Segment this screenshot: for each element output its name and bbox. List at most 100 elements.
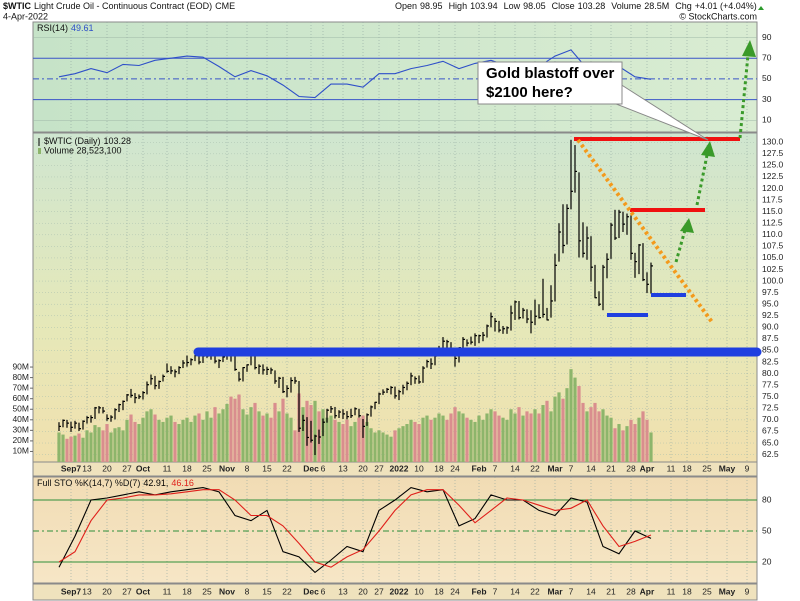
volume-bar [597, 411, 601, 462]
callout-text: Gold blastoff over [486, 65, 615, 82]
x-tick-label: Dec [303, 463, 319, 473]
volume-bar [485, 413, 489, 462]
x-tick-label: 8 [245, 463, 250, 473]
y-tick-label: 115.0 [762, 206, 783, 216]
arrow-head [701, 141, 715, 157]
volume-bar [365, 421, 369, 462]
volume-bar [469, 419, 473, 462]
x-tick-label: 24 [450, 586, 460, 596]
volume-bar [377, 430, 381, 462]
x-tick-label: Sep7 [61, 586, 82, 596]
x-tick-label: 11 [667, 463, 676, 473]
y-tick-label: 100.0 [762, 275, 784, 285]
volume-bar [549, 411, 553, 462]
x-tick-label: 24 [450, 463, 460, 473]
y-tick-label: 130.0 [762, 137, 784, 147]
volume-bar [169, 415, 173, 462]
callout-text: $2100 here? [486, 84, 573, 101]
y-tick-label: 90 [762, 32, 772, 42]
panel-legend: RSI(14) 49.61 [37, 23, 94, 33]
volume-bar [233, 398, 237, 462]
header-date: 4-Apr-2022 [3, 11, 48, 21]
legend-title: Full STO %K(14,7) %D(7) [37, 478, 140, 488]
volume-bar [221, 409, 225, 462]
x-tick-label: 15 [262, 463, 272, 473]
volume-bar [105, 424, 109, 462]
volume-bar [493, 411, 497, 462]
annotations: Gold blastoff over $2100 here? [193, 40, 762, 357]
x-tick-label: 20 [358, 586, 368, 596]
volume-bar [269, 417, 273, 462]
x-tick-label: 8 [245, 586, 250, 596]
volume-bar [413, 421, 417, 462]
x-tick-label: Oct [136, 586, 150, 596]
volume-bar [185, 417, 189, 462]
volume-bar [517, 407, 521, 462]
volume-bar [285, 413, 289, 462]
x-tick-label: 20 [102, 463, 112, 473]
volume-bar [537, 413, 541, 462]
quote-label: Chg [675, 1, 692, 11]
volume-bar [213, 407, 217, 462]
volume-bar [405, 424, 409, 462]
volume-bar [313, 400, 317, 462]
symbol: $WTIC [3, 1, 31, 11]
volume-bar [289, 417, 293, 462]
x-tick-label: 20 [102, 586, 112, 596]
x-tick-label: 2022 [390, 586, 409, 596]
volume-bar [429, 419, 433, 462]
x-tick-label: May [719, 586, 736, 596]
volume-bar [237, 394, 241, 462]
volume-tick-label: 90M [12, 361, 29, 371]
quote-label: Open [395, 1, 417, 11]
volume-bar [389, 436, 393, 462]
x-tick-label: 20 [358, 463, 368, 473]
x-tick-label: 21 [606, 463, 616, 473]
volume-bar [461, 413, 465, 462]
volume-bar [541, 405, 545, 462]
volume-bar [81, 437, 85, 462]
header-title: $WTIC Light Crude Oil - Continuous Contra… [3, 1, 235, 11]
volume-bar [301, 407, 305, 462]
y-tick-label: 87.5 [762, 333, 779, 343]
x-tick-label: 18 [682, 463, 692, 473]
volume-bar [465, 417, 469, 462]
volume-bar [397, 428, 401, 462]
x-tick-label: 7 [569, 463, 574, 473]
volume-bar [201, 419, 205, 462]
volume-bar [433, 417, 437, 462]
volume-bar [445, 419, 449, 462]
volume-bar [373, 432, 377, 462]
legend-value: 103.28 [104, 136, 132, 146]
indicator-line [58, 489, 652, 568]
y-tick-label: 67.5 [762, 426, 779, 436]
volume-bar [181, 419, 185, 462]
x-tick-label: Feb [471, 586, 486, 596]
volume-bar [277, 411, 281, 462]
volume-bar [97, 427, 101, 462]
x-tick-label: Apr [640, 586, 655, 596]
exchange: CME [215, 1, 235, 11]
volume-bar [645, 419, 649, 462]
volume-bar [381, 432, 385, 462]
volume-bar [425, 415, 429, 462]
x-tick-label: Apr [640, 463, 655, 473]
volume-tick-label: 30M [12, 425, 29, 435]
y-tick-label: 97.5 [762, 287, 779, 297]
volume-bar [477, 415, 481, 462]
volume-bar [561, 398, 565, 462]
volume-bar [409, 419, 413, 462]
volume-bar [137, 424, 141, 462]
volume-tick-label: 20M [12, 435, 29, 445]
y-tick-label: 95.0 [762, 298, 779, 308]
y-tick-label: 125.0 [762, 160, 784, 170]
copyright: © StockCharts.com [679, 11, 757, 21]
x-tick-label: 27 [374, 463, 384, 473]
y-tick-label: 65.0 [762, 437, 779, 447]
x-tick-label: 11 [667, 586, 676, 596]
volume-bar [293, 430, 297, 462]
volume-bar [357, 417, 361, 462]
y-tick-label: 85.0 [762, 345, 779, 355]
date-strip [32, 583, 758, 601]
